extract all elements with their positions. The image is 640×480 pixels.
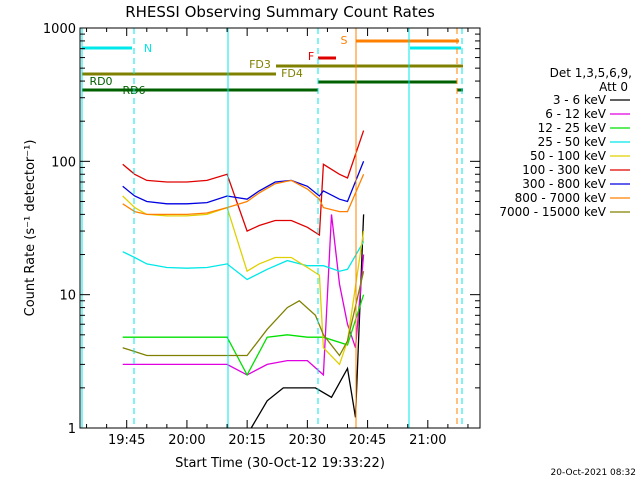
series-line-8 [122, 174, 365, 216]
y-tick-label: 100 [51, 155, 76, 170]
series-line-4 [122, 241, 365, 281]
x-tick-label: 20:15 [228, 433, 265, 448]
flag-label-fd3: FD3 [249, 58, 271, 71]
legend-label: 6 - 12 keV [545, 107, 607, 121]
x-tick-label: 20:30 [289, 433, 326, 448]
axes: 19:45 20:00 20:15 20:30 20:45 21:00 1 10 100 1000 [43, 22, 480, 448]
x-axis-label: Start Time (30-Oct-12 19:33:22) [175, 456, 385, 471]
series-line-7 [122, 161, 365, 205]
flag-label-n: N [144, 42, 152, 55]
legend-att: Att 0 [599, 80, 628, 94]
series-line-9 [122, 271, 365, 357]
y-tick-label: 1000 [43, 22, 76, 37]
legend-label: 100 - 300 keV [522, 163, 606, 177]
chart-title: RHESSI Observing Summary Count Rates [125, 3, 435, 21]
x-tick-label: 21:00 [409, 433, 446, 448]
legend-label: 50 - 100 keV [530, 149, 607, 163]
plot-data [122, 130, 365, 429]
plot-frame [79, 27, 481, 429]
footer-date: 20-Oct-2021 08:32 [551, 468, 636, 478]
y-tick-label: 10 [59, 289, 76, 304]
legend-label: 25 - 50 keV [538, 135, 607, 149]
legend-label: 7000 - 15000 keV [499, 205, 606, 219]
legend-label: 3 - 6 keV [553, 93, 607, 107]
series-line-1 [250, 214, 365, 429]
flag-label-f: F [308, 50, 314, 63]
x-tick-label: 19:45 [108, 433, 145, 448]
flag-label-rd0: RD0 [89, 75, 112, 88]
series-line-2 [122, 214, 365, 377]
legend-label: 12 - 25 keV [538, 121, 607, 135]
x-tick-label: 20:00 [168, 433, 205, 448]
series-line-5 [122, 195, 365, 366]
legend-label: 300 - 800 keV [522, 177, 606, 191]
legend-label: 800 - 7000 keV [515, 191, 607, 205]
y-axis-label: Count Rate (s⁻¹ detector⁻¹) [23, 140, 38, 317]
x-tick-label: 20:45 [349, 433, 386, 448]
flag-label-s: S [341, 34, 348, 47]
series-line-6 [122, 130, 365, 237]
legend-header: Det 1,3,5,6,9, [550, 66, 632, 80]
y-tick-label: 1 [68, 422, 76, 437]
flag-label-fd4: FD4 [281, 67, 303, 80]
